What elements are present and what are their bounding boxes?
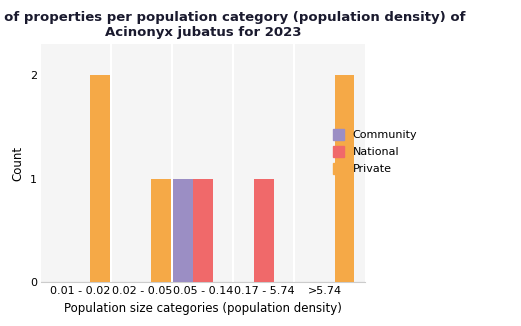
Bar: [334, 75, 354, 282]
X-axis label: Population size categories (population density): Population size categories (population d…: [64, 302, 342, 315]
Bar: [91, 75, 110, 282]
Bar: [152, 179, 171, 282]
Y-axis label: Count: Count: [11, 146, 24, 181]
Title: Number of properties per population category (population density) of
Acinonyx ju: Number of properties per population cate…: [0, 11, 466, 39]
Bar: [173, 179, 193, 282]
Bar: [254, 179, 274, 282]
Bar: [193, 179, 213, 282]
Legend: Community, National, Private: Community, National, Private: [333, 129, 417, 174]
